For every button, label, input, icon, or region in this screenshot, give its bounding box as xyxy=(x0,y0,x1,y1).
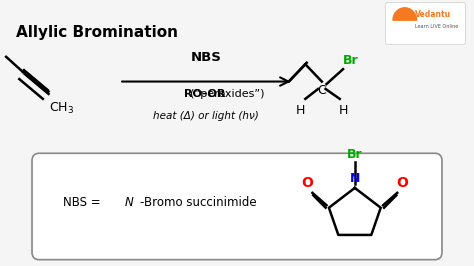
Text: O: O xyxy=(302,176,314,190)
Text: H: H xyxy=(296,104,305,117)
Text: -Bromo succinimide: -Bromo succinimide xyxy=(140,196,257,209)
Text: NBS: NBS xyxy=(191,51,222,64)
Text: RO–OR: RO–OR xyxy=(184,89,229,99)
FancyBboxPatch shape xyxy=(32,153,442,260)
Text: Vedantu: Vedantu xyxy=(415,10,451,19)
Text: O: O xyxy=(396,176,408,190)
Text: H: H xyxy=(338,104,348,117)
Text: $N$: $N$ xyxy=(124,196,134,209)
Text: Allylic Bromination: Allylic Bromination xyxy=(16,25,178,40)
Text: (“peroxides”): (“peroxides”) xyxy=(148,89,264,99)
Text: Br: Br xyxy=(343,54,359,67)
Text: NBS =: NBS = xyxy=(63,196,104,209)
Text: heat (Δ) or light (hν): heat (Δ) or light (hν) xyxy=(154,111,259,121)
Text: CH$_3$: CH$_3$ xyxy=(48,101,73,117)
Text: Br: Br xyxy=(347,148,363,161)
FancyBboxPatch shape xyxy=(385,2,465,44)
Text: N: N xyxy=(350,172,360,185)
Text: C: C xyxy=(318,84,326,97)
Text: Learn LIVE Online: Learn LIVE Online xyxy=(415,24,458,29)
